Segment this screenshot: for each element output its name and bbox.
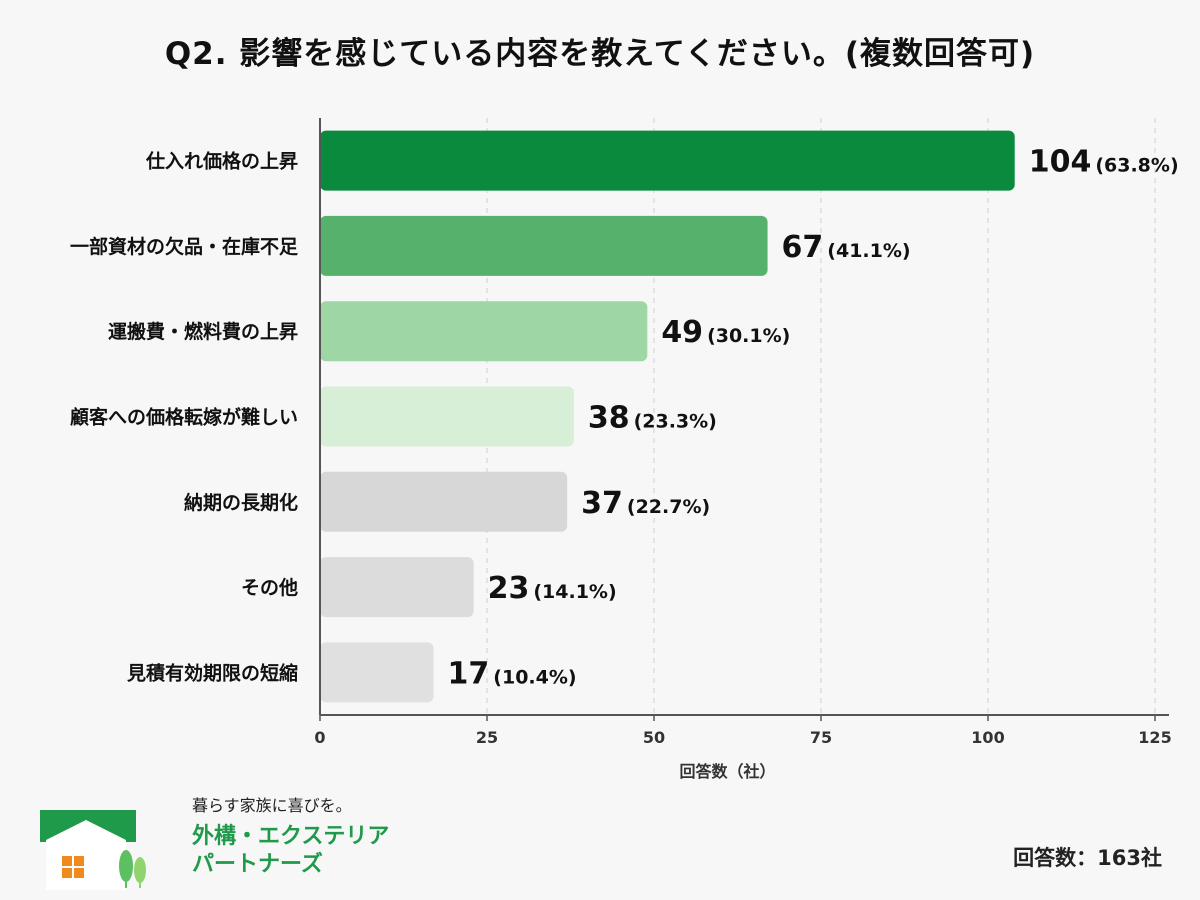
logo-name-line1: 外構・エクステリア bbox=[192, 824, 390, 849]
percent-label: (30.1%) bbox=[707, 325, 790, 347]
x-tick-label: 0 bbox=[314, 728, 325, 747]
category-label: 見積有効期限の短縮 bbox=[127, 661, 298, 684]
value-label: 37 (22.7%) bbox=[581, 486, 710, 521]
chart-title: Q2. 影響を感じている内容を教えてください。(複数回答可) bbox=[164, 36, 1036, 72]
x-axis-title: 回答数（社） bbox=[679, 762, 775, 781]
value-label: 38 (23.3%) bbox=[588, 401, 717, 436]
bar bbox=[320, 557, 474, 618]
value-label: 49 (30.1%) bbox=[661, 315, 790, 350]
category-label: 仕入れ価格の上昇 bbox=[145, 150, 298, 173]
logo-name-line2: パートナーズ bbox=[192, 852, 323, 877]
respondent-count: 回答数：163社 bbox=[1013, 846, 1162, 870]
percent-label: (63.8%) bbox=[1095, 155, 1178, 177]
value-label: 104 (63.8%) bbox=[1029, 145, 1179, 180]
percent-label: (14.1%) bbox=[533, 581, 616, 603]
logo-tagline: 暮らす家族に喜びを。 bbox=[192, 796, 352, 815]
category-label: その他 bbox=[241, 576, 298, 599]
bar bbox=[320, 301, 648, 362]
bar-chart: 仕入れ価格の上昇 104 (63.8%) 一部資材の欠品・在庫不足 67 (41.1%) 運… bbox=[70, 118, 1179, 781]
percent-label: (41.1%) bbox=[827, 240, 910, 262]
value-label: 17 (10.4%) bbox=[448, 656, 577, 691]
x-tick-label: 100 bbox=[971, 728, 1004, 747]
category-label: 運搬費・燃料費の上昇 bbox=[108, 320, 298, 343]
percent-label: (10.4%) bbox=[493, 666, 576, 688]
x-tick-label: 75 bbox=[810, 728, 832, 747]
category-label: 納期の長期化 bbox=[184, 491, 298, 514]
value-label: 67 (41.1%) bbox=[782, 230, 911, 265]
bar bbox=[320, 386, 574, 447]
value-label: 23 (14.1%) bbox=[488, 571, 617, 606]
x-tick-label: 125 bbox=[1138, 728, 1171, 747]
category-label: 顧客への価格転嫁が難しい bbox=[70, 406, 298, 429]
percent-label: (23.3%) bbox=[634, 411, 717, 433]
bar bbox=[320, 642, 434, 703]
bar bbox=[320, 215, 768, 276]
company-logo: 暮らす家族に喜びを。 外構・エクステリア パートナーズ bbox=[34, 792, 394, 890]
percent-label: (22.7%) bbox=[627, 496, 710, 518]
bar bbox=[320, 471, 568, 532]
category-label: 一部資材の欠品・在庫不足 bbox=[70, 235, 299, 258]
x-tick-label: 25 bbox=[476, 728, 498, 747]
bar bbox=[320, 130, 1015, 191]
house-with-trees-icon bbox=[40, 810, 146, 890]
x-tick-label: 50 bbox=[643, 728, 665, 747]
